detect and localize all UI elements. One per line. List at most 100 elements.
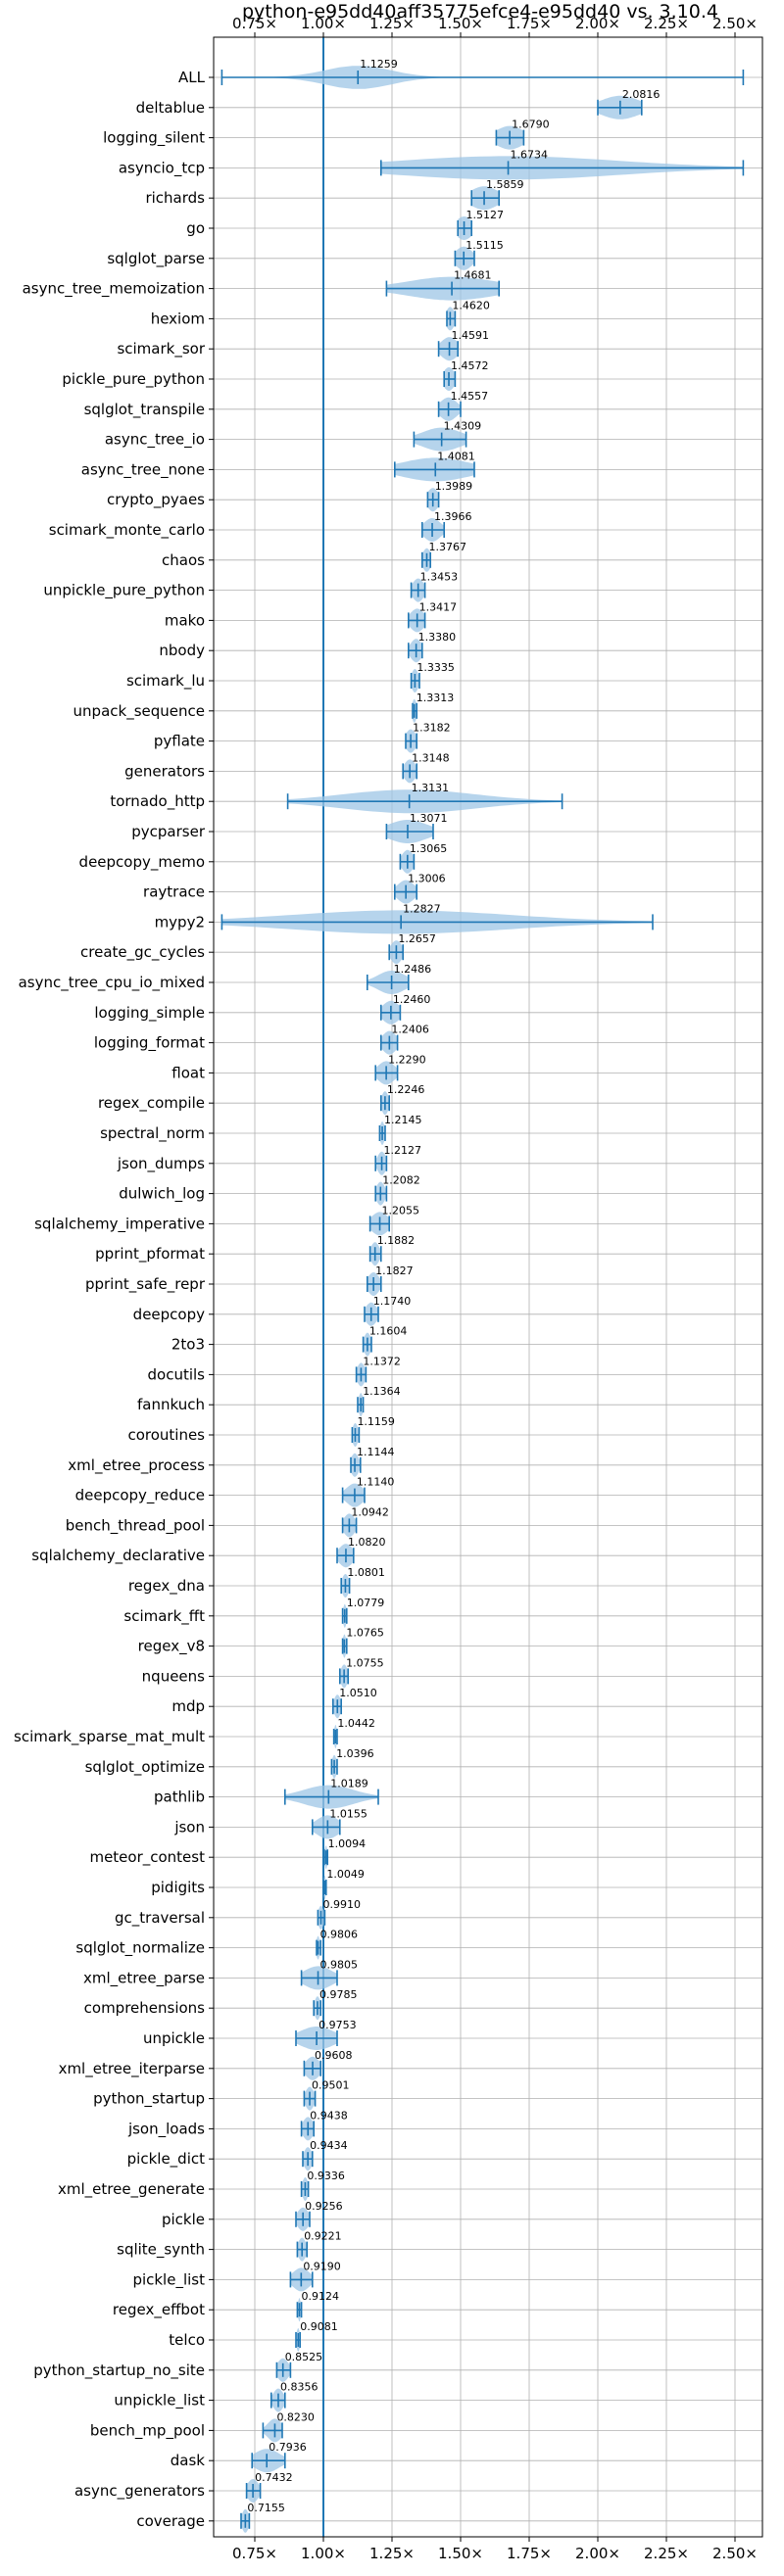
- benchmark-label: hexiom: [151, 310, 205, 327]
- value-label: 0.8525: [285, 2351, 323, 2363]
- value-label: 1.4309: [444, 420, 482, 433]
- benchmark-label: fannkuch: [137, 1396, 205, 1413]
- value-label: 1.1882: [377, 1234, 416, 1247]
- value-label: 1.1364: [363, 1385, 401, 1398]
- benchmark-label: dulwich_log: [119, 1185, 205, 1204]
- value-label: 1.4681: [454, 269, 492, 282]
- benchmark-label: asyncio_tcp: [119, 159, 205, 177]
- value-label: 1.3071: [410, 812, 448, 825]
- value-label: 1.2486: [394, 963, 432, 976]
- value-label: 0.9124: [301, 2290, 339, 2303]
- benchmark-label: json_dumps: [117, 1155, 205, 1173]
- value-label: 0.9805: [320, 1958, 359, 1971]
- value-label: 1.1740: [373, 1295, 412, 1308]
- benchmark-label: async_generators: [74, 2482, 205, 2501]
- value-label: 0.9785: [319, 1988, 358, 2001]
- benchmark-label: deepcopy: [133, 1306, 205, 1323]
- benchmark-label: telco: [169, 2331, 205, 2349]
- value-label: 0.9256: [305, 2200, 343, 2213]
- value-label: 1.0942: [351, 1505, 389, 1518]
- benchmark-label: nqueens: [142, 1667, 205, 1685]
- benchmark-label: docutils: [148, 1365, 206, 1383]
- benchmark-label: ALL: [178, 69, 206, 86]
- benchmark-label: regex_compile: [98, 1094, 205, 1113]
- value-label: 1.0755: [346, 1656, 384, 1669]
- x-tick-label-bottom: 1.50×: [438, 2545, 483, 2562]
- value-label: 1.3417: [419, 600, 458, 613]
- value-label: 1.1159: [357, 1415, 395, 1428]
- grid-layer: [209, 32, 762, 2542]
- benchmark-label: comprehensions: [84, 1999, 206, 2017]
- value-label: 1.6790: [512, 119, 550, 131]
- x-tick-label-top: 1.75×: [507, 15, 552, 32]
- x-tick-label-top: 0.75×: [232, 15, 277, 32]
- benchmark-label: pidigits: [151, 1879, 205, 1896]
- benchmark-label: regex_dna: [128, 1577, 205, 1596]
- benchmark-label: python_startup_no_site: [33, 2361, 205, 2380]
- value-label: 0.9221: [304, 2230, 342, 2243]
- value-label: 1.3313: [416, 692, 455, 704]
- value-label: 1.0801: [347, 1566, 385, 1579]
- value-label: 1.4620: [452, 299, 490, 311]
- benchmark-label: async_tree_io: [105, 431, 205, 450]
- benchmark-label: pickle_dict: [127, 2150, 205, 2169]
- label-layer: 0.75× 0.75× 1.00× 1.00× 1.25× 1.25× 1.50× 1.50×…: [14, 15, 758, 2562]
- value-label: 1.6734: [511, 148, 549, 161]
- benchmark-label: chaos: [162, 551, 205, 569]
- value-label: 1.5115: [466, 239, 503, 252]
- benchmark-label: gc_traversal: [115, 1909, 205, 1928]
- value-label: 0.7432: [255, 2471, 293, 2484]
- x-tick-label-bottom: 1.25×: [369, 2545, 415, 2562]
- benchmark-label: sqlite_synth: [117, 2241, 205, 2260]
- violin-body: [221, 66, 744, 89]
- x-tick-label-bottom: 2.00×: [575, 2545, 620, 2562]
- benchmark-label: json_loads: [127, 2120, 205, 2138]
- x-tick-label-top: 1.25×: [369, 15, 415, 32]
- value-label: 0.9190: [303, 2260, 341, 2272]
- value-label: 2.0816: [622, 88, 661, 101]
- benchmark-label: dask: [171, 2452, 206, 2469]
- benchmark-label: generators: [124, 762, 205, 780]
- benchmark-label: scimark_fft: [123, 1607, 205, 1626]
- value-label: 1.3380: [418, 631, 457, 644]
- value-label: 1.4081: [437, 450, 475, 462]
- benchmark-label: pprint_safe_repr: [85, 1275, 206, 1294]
- x-tick-label-bottom: 2.25×: [644, 2545, 689, 2562]
- x-tick-label-top: 2.50×: [712, 15, 758, 32]
- benchmark-label: json: [173, 1818, 205, 1836]
- value-label: 1.4591: [452, 329, 490, 342]
- x-tick-label-bottom: 2.50×: [712, 2545, 758, 2562]
- benchmark-label: logging_format: [94, 1034, 205, 1053]
- benchmark-label: logging_simple: [94, 1004, 205, 1023]
- value-label: 1.3148: [412, 751, 450, 764]
- x-tick-label-top: 2.00×: [575, 15, 620, 32]
- value-label: 0.9336: [307, 2170, 345, 2182]
- value-label: 1.4557: [451, 390, 489, 403]
- benchmark-label: pyflate: [154, 733, 205, 750]
- benchmark-label: deepcopy_memo: [79, 853, 205, 872]
- value-label: 1.3131: [412, 782, 450, 794]
- violin-layer: [220, 66, 745, 2533]
- benchmark-label: crypto_pyaes: [107, 491, 205, 509]
- value-label: 1.5859: [486, 178, 524, 191]
- benchmark-label: sqlglot_parse: [107, 250, 205, 268]
- value-label: 1.1604: [369, 1325, 408, 1338]
- benchmark-label: pycparser: [131, 823, 206, 840]
- value-label: 0.8230: [276, 2410, 315, 2423]
- benchmark-label: meteor_contest: [89, 1848, 205, 1867]
- benchmark-label: nbody: [159, 642, 205, 659]
- benchmark-label: coverage: [136, 2512, 205, 2530]
- value-label: 1.1259: [360, 58, 398, 71]
- value-label: 1.0049: [326, 1868, 365, 1881]
- value-label: 1.0442: [337, 1717, 375, 1730]
- benchmark-label: regex_v8: [138, 1638, 205, 1656]
- benchmark-label: tornado_http: [110, 792, 205, 811]
- benchmark-label: pickle_pure_python: [62, 370, 205, 389]
- value-label: 1.1140: [357, 1476, 395, 1489]
- benchmark-label: xml_etree_generate: [58, 2180, 205, 2199]
- benchmark-label: unpickle: [143, 2029, 205, 2047]
- chart-title: python-e95dd40aff35775efce4-e95dd40 vs. …: [242, 1, 718, 23]
- benchmark-label: go: [186, 219, 205, 237]
- value-label: 1.2082: [382, 1174, 420, 1187]
- value-label: 1.3065: [410, 842, 448, 855]
